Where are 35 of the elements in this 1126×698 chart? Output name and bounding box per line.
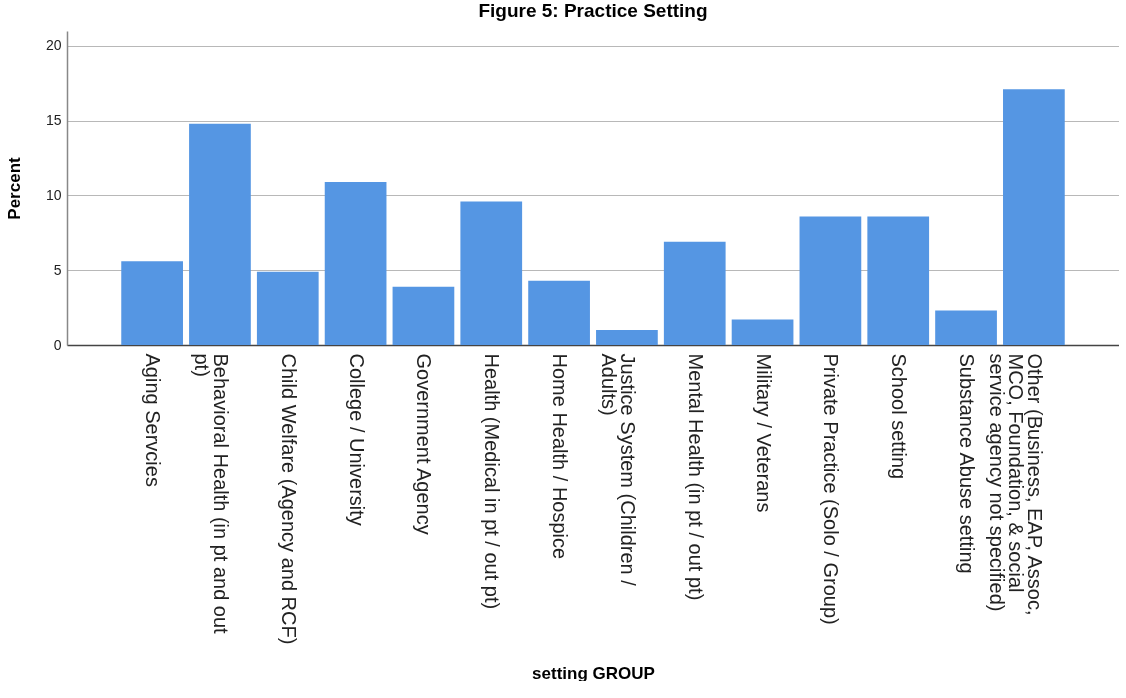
x-tick-label: Private Practice (Solo / Group) (820, 353, 843, 625)
bar (935, 310, 997, 345)
y-tick-label: 5 (53, 261, 62, 278)
x-tick-label: Military / Veterans (752, 353, 775, 513)
bar (528, 280, 590, 345)
x-tick-label: Behavioral Health (in pt and out pt) (190, 353, 232, 635)
y-tick-label: 15 (45, 112, 62, 129)
bar (392, 286, 455, 345)
x-tick-label: Justice System (Children / Adults) (597, 353, 639, 587)
bar (460, 201, 523, 345)
bar (189, 123, 251, 345)
x-tick-label: College / University (345, 353, 368, 526)
bar (1003, 89, 1065, 345)
chart-title: Figure 5: Practice Setting (478, 0, 708, 21)
bar (596, 330, 658, 345)
y-axis-title: Percent (4, 156, 24, 220)
x-tick-label: Mental Health (in pt / out pt) (684, 353, 707, 601)
x-tick-label: Other (Business, EAP, Assoc, MCO, Foundation, & social service agency not specified) (985, 353, 1046, 616)
y-tick-label: 20 (45, 37, 62, 54)
x-tick-label: Health (Medical in pt / out pt) (481, 353, 504, 610)
x-tick-label: Child Welfare (Agency and RCF) (277, 353, 300, 645)
x-tick-label: Government Agency (413, 353, 436, 535)
x-tick-label: Aging Servcies (142, 353, 165, 487)
bar (663, 241, 726, 345)
bar (256, 271, 319, 345)
bar (731, 319, 794, 345)
x-tick-label: School setting (888, 353, 911, 480)
bar (867, 216, 930, 345)
bar (799, 216, 862, 345)
y-tick-label: 0 (53, 336, 62, 353)
bar (324, 182, 387, 345)
x-tick-label: Substance Abuse setting (956, 353, 979, 574)
x-tick-label: Home Health / Hospice (549, 353, 572, 560)
bar (121, 261, 183, 345)
y-tick-label: 10 (45, 186, 62, 203)
